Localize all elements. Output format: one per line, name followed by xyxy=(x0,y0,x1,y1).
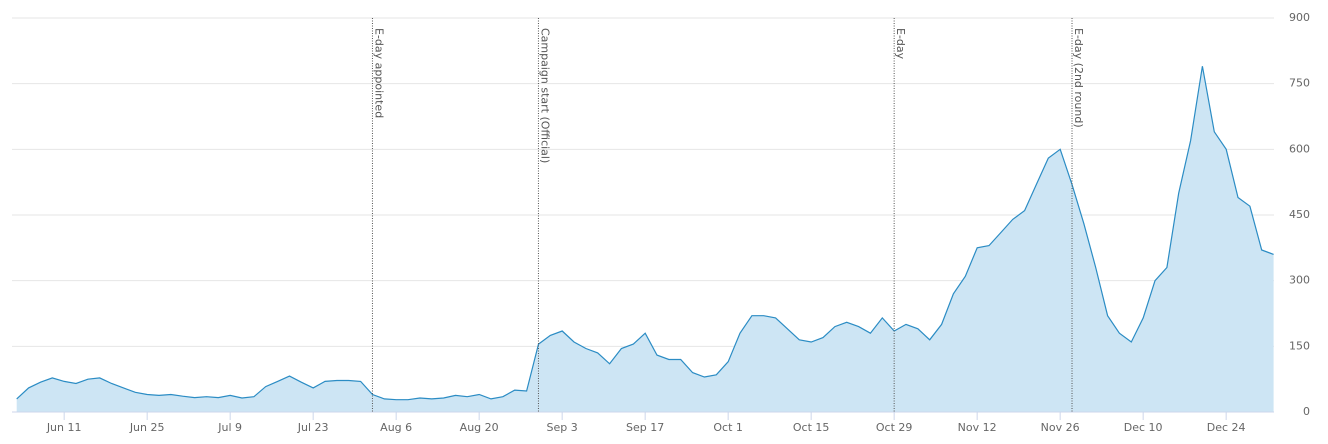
y-tick-label: 750 xyxy=(1289,77,1310,90)
annotation-label: Campaign start (Official) xyxy=(538,28,551,163)
x-tick-label: Oct 29 xyxy=(876,421,913,434)
y-tick-label: 150 xyxy=(1289,339,1310,352)
x-tick-label: Nov 12 xyxy=(958,421,997,434)
area-line xyxy=(16,66,1274,401)
x-tick-label: Oct 15 xyxy=(793,421,830,434)
x-tick-label: Jul 9 xyxy=(217,421,242,434)
x-tick-label: Jun 11 xyxy=(46,421,82,434)
x-tick-label: Nov 26 xyxy=(1041,421,1080,434)
annotation-label: E-day appointed xyxy=(372,28,385,118)
annotation-label: E-day (2nd round) xyxy=(1072,28,1085,128)
x-tick-label: Aug 20 xyxy=(460,421,499,434)
x-tick-label: Jul 23 xyxy=(297,421,329,434)
annotation-label: E-day xyxy=(894,28,907,60)
area-fill xyxy=(16,66,1274,412)
y-tick-label: 900 xyxy=(1289,11,1310,24)
y-tick-label: 300 xyxy=(1289,274,1310,287)
y-tick-label: 450 xyxy=(1289,208,1310,221)
x-tick-label: Sep 17 xyxy=(626,421,664,434)
x-tick-label: Jun 25 xyxy=(129,421,165,434)
x-tick-label: Dec 24 xyxy=(1207,421,1246,434)
y-tick-label: 600 xyxy=(1289,142,1310,155)
x-tick-label: Dec 10 xyxy=(1124,421,1163,434)
x-tick-label: Sep 3 xyxy=(547,421,578,434)
y-tick-label: 0 xyxy=(1303,405,1310,418)
x-tick-label: Oct 1 xyxy=(713,421,743,434)
x-tick-label: Aug 6 xyxy=(380,421,412,434)
